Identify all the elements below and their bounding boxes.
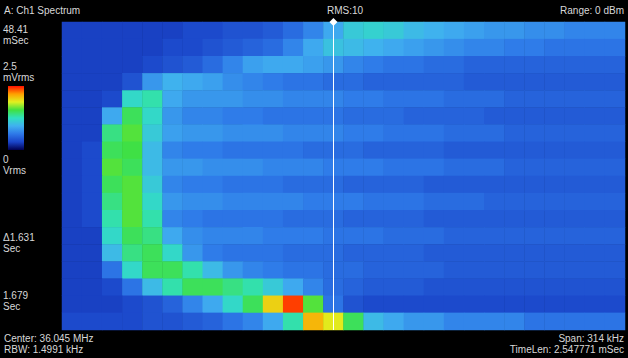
svg-text:Range: 0 dBm: Range: 0 dBm [560, 5, 624, 16]
svg-text:Vrms: Vrms [3, 165, 26, 176]
svg-text:Δ1.631: Δ1.631 [3, 232, 35, 243]
svg-text:A: Ch1 Spectrum: A: Ch1 Spectrum [4, 5, 80, 16]
svg-text:RBW: 1.4991 kHz: RBW: 1.4991 kHz [4, 344, 83, 355]
svg-text:mVrms: mVrms [3, 72, 34, 83]
svg-text:Sec: Sec [3, 243, 20, 254]
svg-text:RMS:10: RMS:10 [327, 5, 364, 16]
svg-text:2.5: 2.5 [3, 61, 17, 72]
svg-text:1.679: 1.679 [3, 290, 28, 301]
svg-text:Sec: Sec [3, 301, 20, 312]
svg-text:mSec: mSec [3, 35, 29, 46]
svg-text:Center: 36.045 MHz: Center: 36.045 MHz [4, 333, 94, 344]
svg-text:48.41: 48.41 [3, 24, 28, 35]
svg-text:Span: 314 kHz: Span: 314 kHz [558, 333, 624, 344]
svg-text:TimeLen: 2.547771 mSec: TimeLen: 2.547771 mSec [510, 344, 624, 355]
svg-text:0: 0 [3, 154, 9, 165]
